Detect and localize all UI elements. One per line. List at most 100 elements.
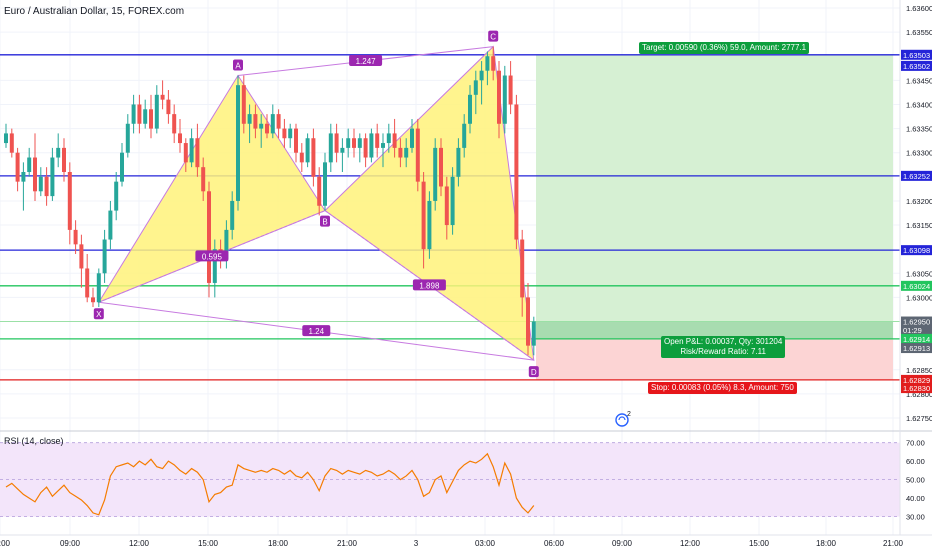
candle [427,191,432,259]
price-axis[interactable]: 1.63600 1.63550 1.63450 1.63400 1.63350 1.633… [906,4,932,423]
svg-text:1.62914: 1.62914 [903,335,930,344]
point-a[interactable]: A [233,59,243,71]
stop-badge[interactable]: Stop: 0.00083 (0.05%) 8.3, Amount: 750 [648,382,797,394]
candle [282,118,287,148]
candle [120,143,124,187]
point-x[interactable]: X [93,308,104,320]
price-badge: 1.62830 [901,383,932,394]
harmonic-bd [324,210,535,361]
time-tick: 06:00 [544,539,565,548]
chart-title: Euro / Australian Dollar, 15, FOREX.com [4,6,185,17]
price-tick: 1.63400 [906,100,932,109]
point-d[interactable]: D [528,366,539,378]
candle [207,181,211,298]
candle [56,133,61,168]
candle [404,138,409,168]
candle [50,147,55,201]
price-tick: 1.63450 [906,76,932,85]
candle [38,167,43,197]
candle [259,114,264,148]
price-tick: 1.62750 [906,414,932,423]
candle [44,167,49,206]
point-b[interactable]: B [320,215,330,227]
candle [381,133,385,168]
candle [433,138,438,211]
candle [357,133,362,163]
candle [15,147,20,192]
time-tick: 12:00 [680,539,701,548]
harmonic-point-labels: X A B C D 0.595 1.247 1.898 1.24 [93,30,539,378]
position-zones [536,54,893,380]
price-tick: 1.63550 [906,28,932,37]
candle [149,94,153,139]
price-tick: 1.63600 [906,4,932,13]
price-tick: 1.62850 [906,366,932,375]
candle [27,147,32,177]
candle [456,138,461,187]
alert-icon[interactable]: 2 [615,411,631,427]
pnl-badge[interactable]: Open P&L: 0.00037, Qty: 301204 Risk/Rewa… [661,336,786,358]
candle [91,287,95,308]
rsi-tick: 70.00 [906,439,925,448]
ratio-label[interactable]: 1.247 [349,55,383,67]
time-tick: 09:00 [612,539,633,548]
svg-text:C: C [490,33,496,42]
price-tick: 1.63150 [906,221,932,230]
candle [114,172,119,221]
time-axis[interactable]: 06:00 09:00 12:00 15:00 18:00 21:00 3 03:00 06:0… [0,539,904,548]
svg-text:1.24: 1.24 [309,327,325,336]
candle [386,123,391,153]
candle [398,138,403,168]
price-tick: 1.63050 [906,269,932,278]
candle [236,75,240,211]
time-tick: 12:00 [129,539,150,548]
candle [178,118,182,153]
point-c[interactable]: C [488,30,499,42]
candle [160,80,165,110]
candle [125,114,130,158]
price-badge: 1.63024 [901,280,932,291]
time-tick: 15:00 [198,539,219,548]
rsi-line [5,452,535,516]
candle [143,99,148,129]
svg-text:D: D [531,368,537,377]
svg-text:1.62950: 1.62950 [903,318,930,327]
ratio-label[interactable]: 1.24 [302,325,331,337]
rsi-tick: 40.00 [906,494,925,503]
price-tick: 1.62800 [906,390,932,399]
candle [340,138,345,172]
target-badge[interactable]: Target: 0.00590 (0.36%) 59.0, Amount: 27… [639,42,810,54]
candles [4,46,536,356]
candle [288,123,293,148]
candle [317,167,322,216]
candle [392,118,397,158]
candle [265,114,269,139]
ratio-label[interactable]: 0.595 [195,250,229,261]
price-badge: 1.62914 [901,333,932,344]
time-tick: 21:00 [337,539,358,548]
candle [473,70,478,115]
svg-text:A: A [235,62,241,71]
time-tick: 15:00 [749,539,770,548]
candle [444,176,449,240]
candle [4,123,8,148]
svg-text:1.63252: 1.63252 [903,172,930,181]
candle [131,94,136,134]
price-badge: 1.62950 [901,316,932,327]
candle [201,157,206,201]
price-tick: 1.63350 [906,125,932,134]
candle [241,75,246,134]
svg-text:1.63502: 1.63502 [903,62,930,71]
candle [247,104,252,144]
candle [485,51,490,86]
price-tick: 1.63000 [906,293,932,302]
svg-text:B: B [322,218,327,227]
ratio-label[interactable]: 1.898 [412,279,446,291]
svg-text:1.62913: 1.62913 [903,344,930,353]
rsi-axis[interactable]: 70.00 60.00 50.00 40.00 30.00 [906,439,925,522]
candle [195,123,200,177]
price-badge: 1.62913 [901,343,932,354]
price-badge: 01:29 [901,325,932,336]
